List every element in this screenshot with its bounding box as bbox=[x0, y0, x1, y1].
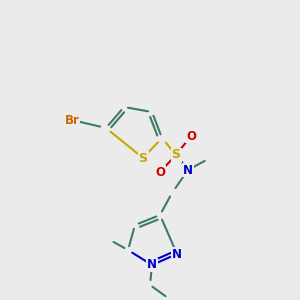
Text: S: S bbox=[172, 148, 181, 161]
Text: O: O bbox=[186, 130, 196, 142]
Text: Br: Br bbox=[64, 113, 80, 127]
Text: N: N bbox=[183, 164, 193, 176]
Text: O: O bbox=[155, 166, 165, 178]
Text: S: S bbox=[139, 152, 148, 164]
Text: N: N bbox=[147, 259, 157, 272]
Text: N: N bbox=[172, 248, 182, 260]
